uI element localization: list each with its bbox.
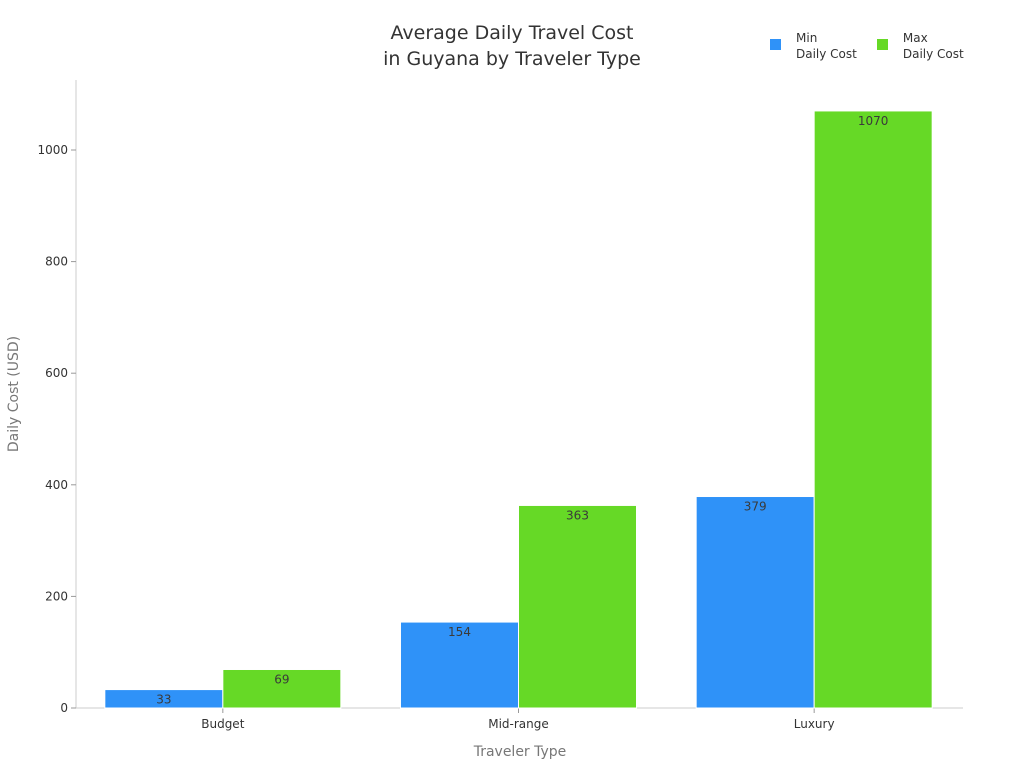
- bar-value-label: 69: [274, 672, 289, 686]
- y-tick-label: 0: [60, 701, 68, 715]
- y-axis-label: Daily Cost (USD): [6, 336, 22, 452]
- bar-value-label: 379: [744, 500, 767, 514]
- y-tick-label: 1000: [37, 143, 68, 157]
- x-tick-label: Mid-range: [488, 717, 549, 731]
- legend-item-min[interactable]: Min Daily Cost: [770, 30, 857, 62]
- legend-label-min: Min Daily Cost: [796, 31, 857, 61]
- x-axis-label: Traveler Type: [473, 744, 567, 760]
- legend-label-max: Max Daily Cost: [902, 31, 964, 61]
- chart-legend: Min Daily Cost Max Daily Cost: [770, 30, 964, 62]
- y-tick-label: 200: [45, 589, 68, 603]
- x-tick-label: Luxury: [794, 717, 835, 731]
- x-tick-label: Budget: [201, 717, 244, 731]
- bar-max-daily-cost-mid-range[interactable]: [518, 504, 637, 709]
- y-tick-label: 800: [45, 255, 68, 269]
- bar-value-label: 1070: [858, 114, 889, 128]
- y-tick-label: 400: [45, 478, 68, 492]
- bar-min-daily-cost-luxury[interactable]: [695, 496, 815, 709]
- legend-swatch-max-icon: [876, 39, 888, 50]
- bar-value-label: 33: [156, 693, 171, 707]
- legend-item-max[interactable]: Max Daily Cost: [876, 30, 964, 62]
- bar-value-label: 154: [448, 625, 471, 639]
- chart-title-line-2: in Guyana by Traveler Type: [383, 48, 641, 70]
- bar-value-label: 363: [566, 508, 589, 522]
- bar-max-daily-cost-budget[interactable]: [222, 668, 342, 709]
- chart-title: Average Daily Travel Cost in Guyana by T…: [312, 20, 712, 72]
- chart-title-line-1: Average Daily Travel Cost: [390, 22, 634, 44]
- legend-swatch-min-icon: [770, 39, 781, 50]
- y-tick-label: 600: [45, 366, 68, 380]
- bar-max-daily-cost-luxury[interactable]: [813, 110, 933, 709]
- bar-min-daily-cost-mid-range[interactable]: [400, 621, 519, 709]
- bars: 33 69 154 363 379 1070: [104, 110, 933, 709]
